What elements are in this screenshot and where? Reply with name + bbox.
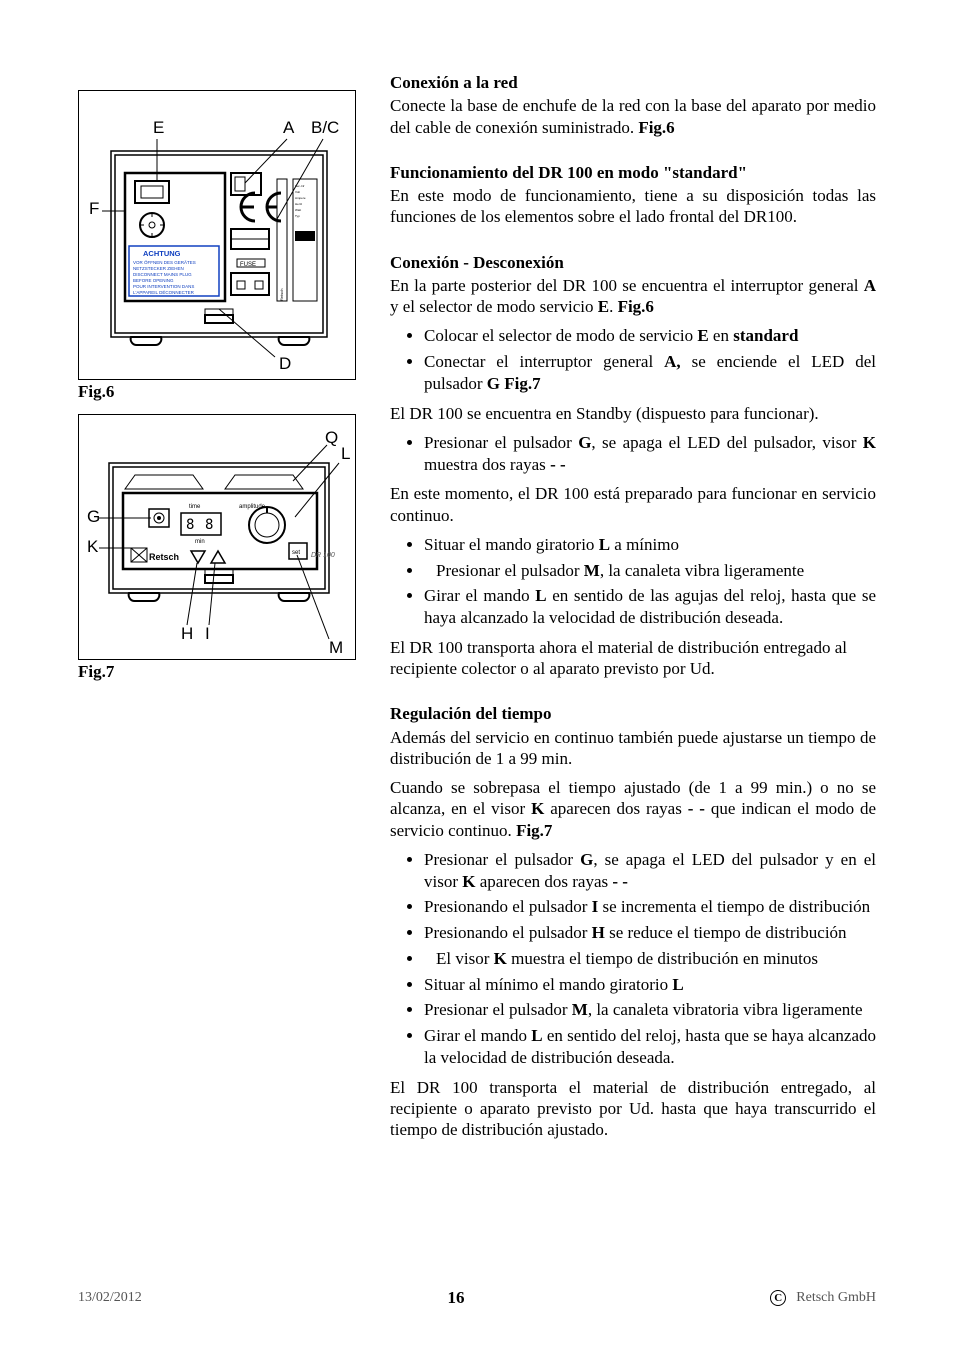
svg-text:8: 8 [186,517,194,533]
svg-text:Retsch: Retsch [149,552,179,562]
svg-text:FUSE: FUSE [240,262,256,268]
fig6-caption: Fig.6 [78,382,356,402]
svg-text:ACHTUNG: ACHTUNG [143,249,181,258]
footer-page-number: 16 [448,1288,465,1308]
svg-text:VOR ÖFFNEN DES GERÄTES: VOR ÖFFNEN DES GERÄTES [133,259,196,265]
copyright-icon: C [770,1290,786,1306]
list-item: Situar al mínimo el mando giratorio L [424,974,876,996]
page-footer: 13/02/2012 16 C Retsch GmbH [78,1288,876,1308]
heading: Conexión a la red [390,72,876,93]
section-regulacion: Regulación del tiempo Además del servici… [390,703,876,1140]
list-item: Conectar el interruptor general A, se en… [424,351,876,395]
heading: Funcionamiento del DR 100 en modo "stand… [390,162,876,183]
svg-text:Volt: Volt [295,190,300,194]
paragraph: En este momento, el DR 100 está preparad… [390,483,876,526]
paragraph: En la parte posterior del DR 100 se encu… [390,275,876,318]
paragraph: Cuando se sobrepasa el tiempo ajustado (… [390,777,876,841]
list-item: Presionando el pulsador I se incrementa … [424,896,876,918]
svg-text:Hertz: Hertz [295,202,303,206]
bullet-list: Presionar el pulsador G, se apaga el LED… [390,849,876,1069]
heading: Conexión - Desconexión [390,252,876,273]
footer-date: 13/02/2012 [78,1290,142,1306]
svg-text:BEFORE OPENING: BEFORE OPENING [133,278,174,283]
fig7-label-Q: Q [325,428,338,447]
fig7-label-I: I [205,624,210,643]
fig6-label-BC: B/C [311,118,339,137]
text-column: Conexión a la red Conecte la base de enc… [390,72,876,1288]
list-item: Presionar el pulsador M, la canaleta vib… [424,560,876,582]
svg-text:set: set [292,550,300,556]
svg-text:min: min [195,539,205,545]
list-item: Situar el mando giratorio L a mínimo [424,534,876,556]
fig6-label-E: E [153,118,164,137]
paragraph: Conecte la base de enchufe de la red con… [390,95,876,138]
list-item: Presionar el pulsador M, la canaleta vib… [424,999,876,1021]
svg-text:L'APPAREIL DÉCONNECTER: L'APPAREIL DÉCONNECTER [133,289,195,295]
fig6-label-F: F [89,199,99,218]
paragraph: El DR 100 transporta el material de dist… [390,1077,876,1141]
figure-7: Q L G K H I M [78,414,356,660]
bullet-list: Presionar el pulsador G, se apaga el LED… [390,432,876,476]
list-item: Girar el mando L en sentido de las aguja… [424,585,876,629]
paragraph: El DR 100 transporta ahora el material d… [390,637,876,680]
heading: Regulación del tiempo [390,703,876,724]
list-item: Presionando el pulsador H se reduce el t… [424,922,876,944]
figures-column: E A B/C F D ACHT [78,72,356,1288]
figure-6: E A B/C F D ACHT [78,90,356,380]
svg-text:DISCONNECT MAINS PLUG: DISCONNECT MAINS PLUG [133,272,192,277]
paragraph: Además del servicio en continuo también … [390,727,876,770]
fig7-label-H: H [181,624,193,643]
fig7-caption: Fig.7 [78,662,356,682]
section-conexion-red: Conexión a la red Conecte la base de enc… [390,72,876,138]
svg-text:POUR INTERVENTION DANS: POUR INTERVENTION DANS [133,284,194,289]
paragraph: El DR 100 se encuentra en Standby (dispu… [390,403,876,424]
fig7-label-G: G [87,507,100,526]
svg-text:Ser.-Nr: Ser.-Nr [295,184,305,188]
list-item: El visor K muestra el tiempo de distribu… [424,948,876,970]
footer-company: C Retsch GmbH [770,1290,876,1306]
svg-text:Retsch: Retsch [279,289,284,301]
svg-text:8: 8 [205,517,213,533]
fig7-label-L: L [341,444,350,463]
svg-text:NETZSTECKER ZIEHEN: NETZSTECKER ZIEHEN [133,266,184,271]
paragraph: En este modo de funcionamiento, tiene a … [390,185,876,228]
list-item: Presionar el pulsador G, se apaga el LED… [424,432,876,476]
svg-text:Typ: Typ [295,214,300,218]
fig6-label-D: D [279,354,291,373]
bullet-list: Colocar el selector de modo de servicio … [390,325,876,394]
svg-text:Watt: Watt [295,208,301,212]
svg-text:Ampere: Ampere [295,196,306,200]
svg-text:time: time [189,504,201,510]
svg-text:DR 100: DR 100 [311,552,335,559]
list-item: Presionar el pulsador G, se apaga el LED… [424,849,876,893]
fig7-label-M: M [329,638,343,657]
section-conexion-desconexion: Conexión - Desconexión En la parte poste… [390,252,876,680]
fig6-label-A: A [283,118,295,137]
list-item: Girar el mando L en sentido del reloj, h… [424,1025,876,1069]
section-funcionamiento: Funcionamiento del DR 100 en modo "stand… [390,162,876,228]
bullet-list: Situar el mando giratorio L a mínimo Pre… [390,534,876,629]
list-item: Colocar el selector de modo de servicio … [424,325,876,347]
fig7-label-K: K [87,537,99,556]
